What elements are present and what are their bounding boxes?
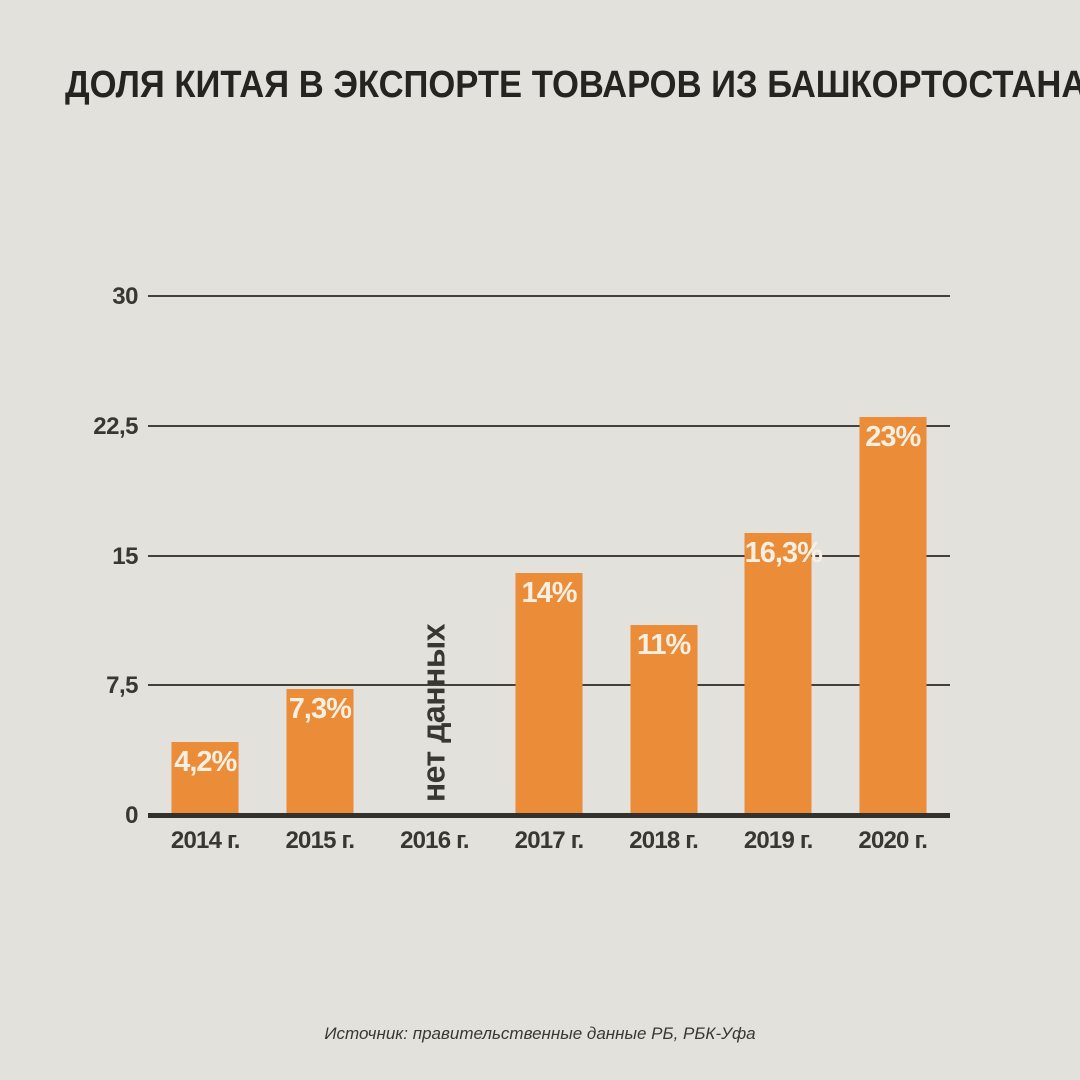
x-tick-label: 2018 г. bbox=[629, 827, 699, 854]
x-tick-label: 2020 г. bbox=[858, 827, 928, 854]
x-tick-label: 2015 г. bbox=[285, 827, 356, 854]
bar-value-label: 16,3% bbox=[744, 537, 823, 570]
year-column: 11% 2018 г. bbox=[606, 296, 721, 854]
bar: 16,3% bbox=[744, 533, 823, 815]
bar: 7,3% bbox=[286, 688, 354, 815]
year-column: нет данных 2016 г. bbox=[377, 296, 492, 854]
bar-value-label: 14% bbox=[521, 576, 577, 609]
x-tick-label: 2016 г. bbox=[400, 827, 470, 854]
y-tick-label: 30 bbox=[112, 283, 138, 310]
bar: 11% bbox=[630, 624, 698, 815]
source-note: Источник: правительственные данные РБ, Р… bbox=[324, 1024, 756, 1043]
year-column: 7,3% 2015 г. bbox=[263, 296, 378, 854]
y-tick-label: 0 bbox=[125, 802, 138, 829]
bar-value-label: 23% bbox=[865, 421, 921, 454]
bars-layer: 4,2% 2014 г. 7,3% 2015 г. нет данных 2016 г. 1… bbox=[148, 296, 950, 854]
y-tick-label: 7,5 bbox=[106, 672, 138, 700]
x-tick-label: 2019 г. bbox=[743, 827, 814, 854]
y-gridline bbox=[148, 295, 950, 297]
bar-value-label: 7,3% bbox=[288, 692, 352, 725]
x-axis-baseline bbox=[148, 813, 950, 818]
x-tick-label: 2017 г. bbox=[514, 827, 585, 854]
x-tick-label: 2014 г. bbox=[170, 827, 241, 854]
bar-value-label: 11% bbox=[636, 628, 691, 661]
bar: 14% bbox=[515, 572, 583, 815]
no-data-label: нет данных bbox=[415, 623, 452, 802]
y-gridline bbox=[148, 554, 950, 557]
year-column: 14% 2017 г. bbox=[492, 296, 607, 854]
page-title: ДОЛЯ КИТАЯ В ЭКСПОРТЕ ТОВАРОВ ИЗ БАШКОРТ… bbox=[65, 64, 1080, 106]
year-column: 16,3% 2019 г. bbox=[721, 296, 836, 854]
y-gridline bbox=[148, 424, 950, 427]
year-column: 23% 2020 г. bbox=[835, 296, 950, 854]
year-column: 4,2% 2014 г. bbox=[148, 296, 263, 854]
bar: 4,2% bbox=[171, 742, 239, 815]
bar-value-label: 4,2% bbox=[174, 746, 237, 779]
y-tick-label: 22,5 bbox=[93, 412, 138, 440]
plot-area: 30 22,5 15 7,5 0 4,2% 2014 г. 7,3% 2015 г. нет д… bbox=[93, 283, 950, 854]
y-tick-label: 15 bbox=[112, 542, 138, 570]
bar: 23% bbox=[859, 417, 927, 815]
